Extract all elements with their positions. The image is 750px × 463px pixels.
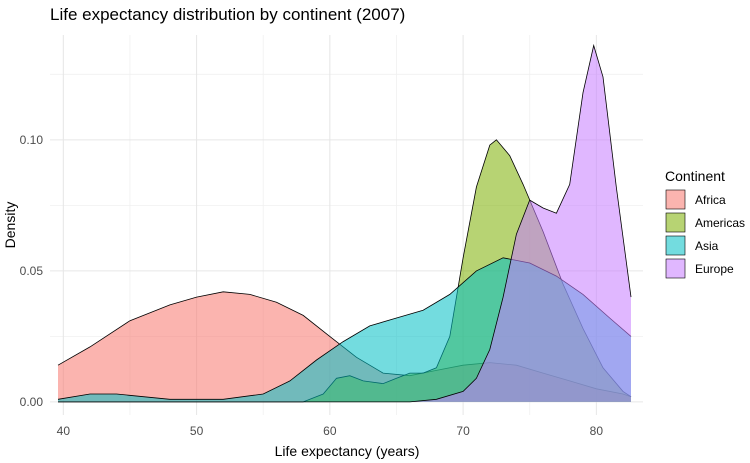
legend-label-europe: Europe <box>695 262 734 276</box>
y-tick-label: 0.00 <box>20 395 44 409</box>
legend: Continent Africa Americas Asia Europe <box>665 168 745 279</box>
x-axis-title: Life expectancy (years) <box>275 443 420 459</box>
legend-key-africa <box>665 189 686 210</box>
x-axis-ticks: 40 50 60 70 80 <box>57 424 604 438</box>
legend-label-asia: Asia <box>695 239 719 253</box>
y-axis-title: Density <box>2 202 18 249</box>
x-tick-label: 80 <box>590 424 604 438</box>
x-tick-label: 60 <box>323 424 337 438</box>
legend-key-americas <box>665 212 686 233</box>
legend-label-americas: Americas <box>695 216 745 230</box>
y-axis-ticks: 0.00 0.05 0.10 <box>20 133 44 409</box>
legend-title: Continent <box>665 168 725 184</box>
chart-title: Life expectancy distribution by continen… <box>50 5 405 24</box>
x-tick-label: 40 <box>57 424 71 438</box>
legend-label-africa: Africa <box>695 193 726 207</box>
density-area-europe <box>58 45 631 402</box>
density-line-europe <box>58 43 632 403</box>
y-tick-label: 0.10 <box>20 133 44 147</box>
legend-key-asia <box>665 235 686 256</box>
y-tick-label: 0.05 <box>20 264 44 278</box>
legend-key-europe <box>665 258 686 279</box>
x-tick-label: 50 <box>190 424 204 438</box>
density-areas <box>57 43 632 403</box>
x-tick-label: 70 <box>456 424 470 438</box>
